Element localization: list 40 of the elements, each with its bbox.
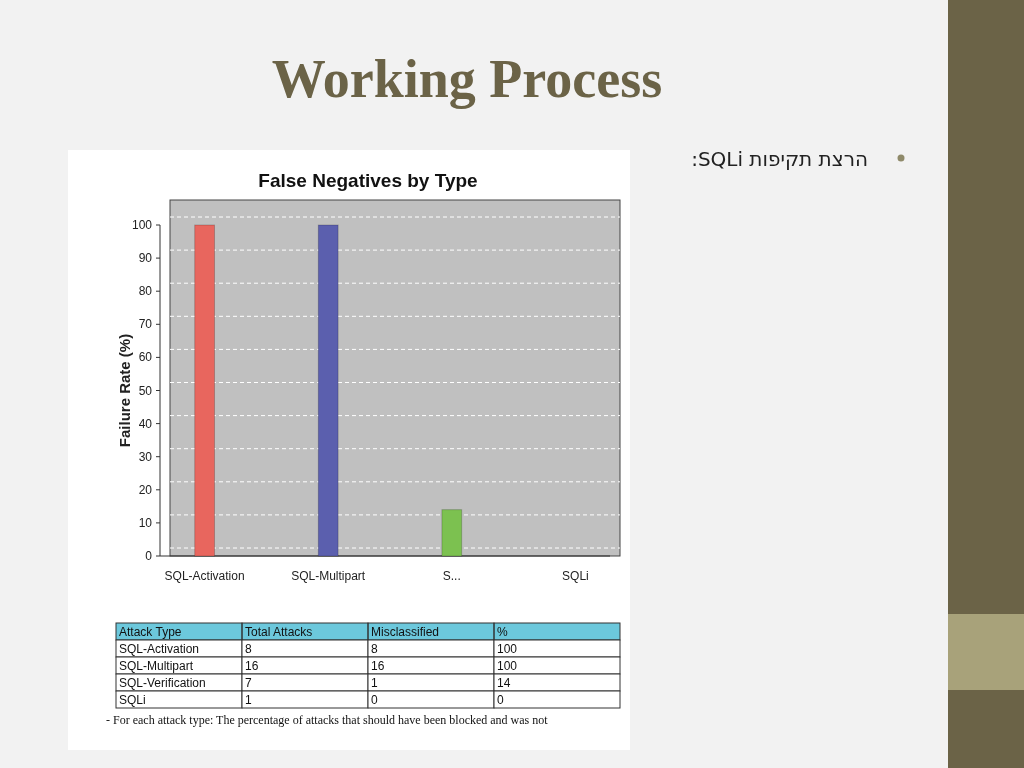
y-tick-label: 80 (138, 284, 153, 299)
text: SQLi (119, 693, 146, 707)
x-tick-label: SQL-Activation (164, 569, 245, 583)
x-tick-label: SQLi (562, 569, 589, 583)
text: Working Process (271, 49, 663, 109)
y-axis-title: Failure Rate (%) (116, 333, 133, 448)
y-tick-label: 40 (138, 416, 153, 431)
text: SQL-Verification (119, 676, 206, 690)
text: 100 (497, 659, 518, 673)
category-label: Total Attacks (245, 625, 313, 639)
text: 16 (371, 659, 385, 673)
text: הרצת תקיפות SQLi: (691, 147, 868, 171)
text: SQL-Activation (119, 642, 200, 656)
text: 16 (245, 659, 259, 673)
category-label: Attack Type (119, 625, 182, 639)
text: 1 (371, 676, 378, 690)
text: - For each attack type: The percentage of attacks that should have been blocked and was not (106, 713, 549, 727)
y-tick-label: 100 (131, 218, 153, 232)
y-tick-label: 20 (138, 482, 153, 497)
y-tick-label: 30 (138, 449, 153, 464)
text: 100 (497, 642, 518, 656)
text: 14 (497, 676, 511, 690)
y-tick-label: 0 (145, 549, 153, 563)
y-tick-label: 10 (138, 515, 153, 530)
chart-title: False Negatives by Type (258, 170, 478, 191)
category-label: Misclassified (371, 625, 440, 639)
x-tick-label: S... (442, 569, 461, 583)
category-label: % (497, 625, 508, 639)
y-tick-label: 90 (138, 251, 153, 266)
text: 8 (371, 642, 378, 656)
text: 8 (245, 642, 252, 656)
y-tick-label: 70 (138, 317, 153, 332)
text: SQL-Multipart (119, 659, 194, 673)
text: 7 (245, 676, 252, 690)
x-tick-label: SQL-Multipart (291, 569, 366, 583)
y-tick-label: 50 (138, 383, 153, 398)
y-tick-label: 60 (138, 350, 153, 365)
text: 0 (371, 693, 378, 707)
text: 1 (245, 693, 252, 707)
text: 0 (497, 693, 504, 707)
